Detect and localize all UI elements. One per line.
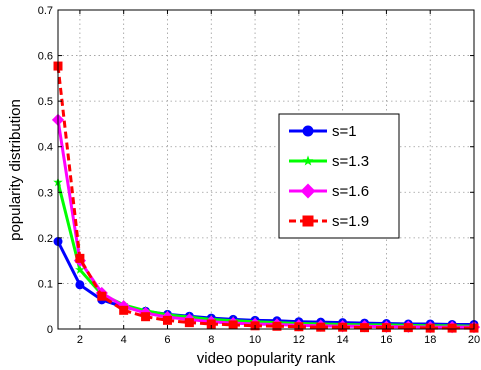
legend-box — [278, 113, 400, 239]
data-point — [360, 323, 370, 333]
x-axis-title: video popularity rank — [197, 350, 336, 367]
x-tick-label: 16 — [380, 334, 392, 346]
legend-item: s=1.9 — [289, 213, 369, 230]
legend-marker — [302, 155, 314, 166]
data-point — [403, 323, 413, 333]
legend-marker — [300, 183, 316, 199]
x-tick-label: 10 — [249, 334, 261, 346]
x-tick-label: 2 — [77, 334, 83, 346]
axis-ticks: 2 4 6 8 10 12 14 16 18 20 0 0.1 0.2 0.3 0.4 0.5 0.6 0.7 — [38, 5, 480, 346]
y-tick-label: 0.5 — [38, 96, 53, 108]
y-tick-label: 0.2 — [38, 233, 53, 245]
y-tick-label: 0 — [47, 324, 53, 336]
data-point — [162, 315, 172, 325]
data-point — [228, 320, 238, 330]
data-point — [316, 322, 326, 332]
data-point — [447, 323, 457, 333]
y-tick-label: 0.3 — [38, 187, 53, 199]
plot-border — [57, 9, 475, 330]
y-tick-label: 0.1 — [38, 278, 53, 290]
legend-item: s=1 — [289, 123, 357, 140]
y-tick-label: 0.4 — [38, 142, 53, 154]
x-tick-label: 20 — [468, 334, 480, 346]
data-point — [75, 264, 85, 274]
legend-label: s=1.6 — [332, 183, 369, 200]
y-tick-label: 0.6 — [38, 51, 53, 63]
grid-lines — [58, 10, 474, 329]
data-point — [75, 253, 85, 263]
legend-marker — [302, 125, 314, 137]
x-tick-label: 6 — [164, 334, 170, 346]
data-point — [119, 305, 129, 315]
legend-item: s=1.6 — [289, 183, 369, 200]
y-axis-title: popularity distribution — [7, 99, 24, 241]
x-tick-label: 12 — [293, 334, 305, 346]
x-tick-label: 8 — [208, 334, 214, 346]
legend-item: s=1.3 — [289, 153, 369, 170]
data-point — [141, 312, 151, 322]
x-tick-label: 14 — [337, 334, 349, 346]
x-tick-label: 18 — [424, 334, 436, 346]
data-point — [75, 280, 85, 290]
legend-label: s=1.9 — [332, 213, 369, 230]
legend: s=1 s=1.3 s=1.6 s=1.9 — [278, 113, 400, 239]
plot-background — [58, 10, 474, 329]
data-point — [184, 318, 194, 328]
data-point — [97, 291, 107, 301]
legend-marker — [302, 215, 314, 227]
x-tick-label: 4 — [121, 334, 127, 346]
data-point — [272, 321, 282, 331]
y-tick-label: 0.7 — [38, 5, 53, 17]
legend-label: s=1.3 — [332, 153, 369, 170]
legend-label: s=1 — [332, 123, 357, 140]
